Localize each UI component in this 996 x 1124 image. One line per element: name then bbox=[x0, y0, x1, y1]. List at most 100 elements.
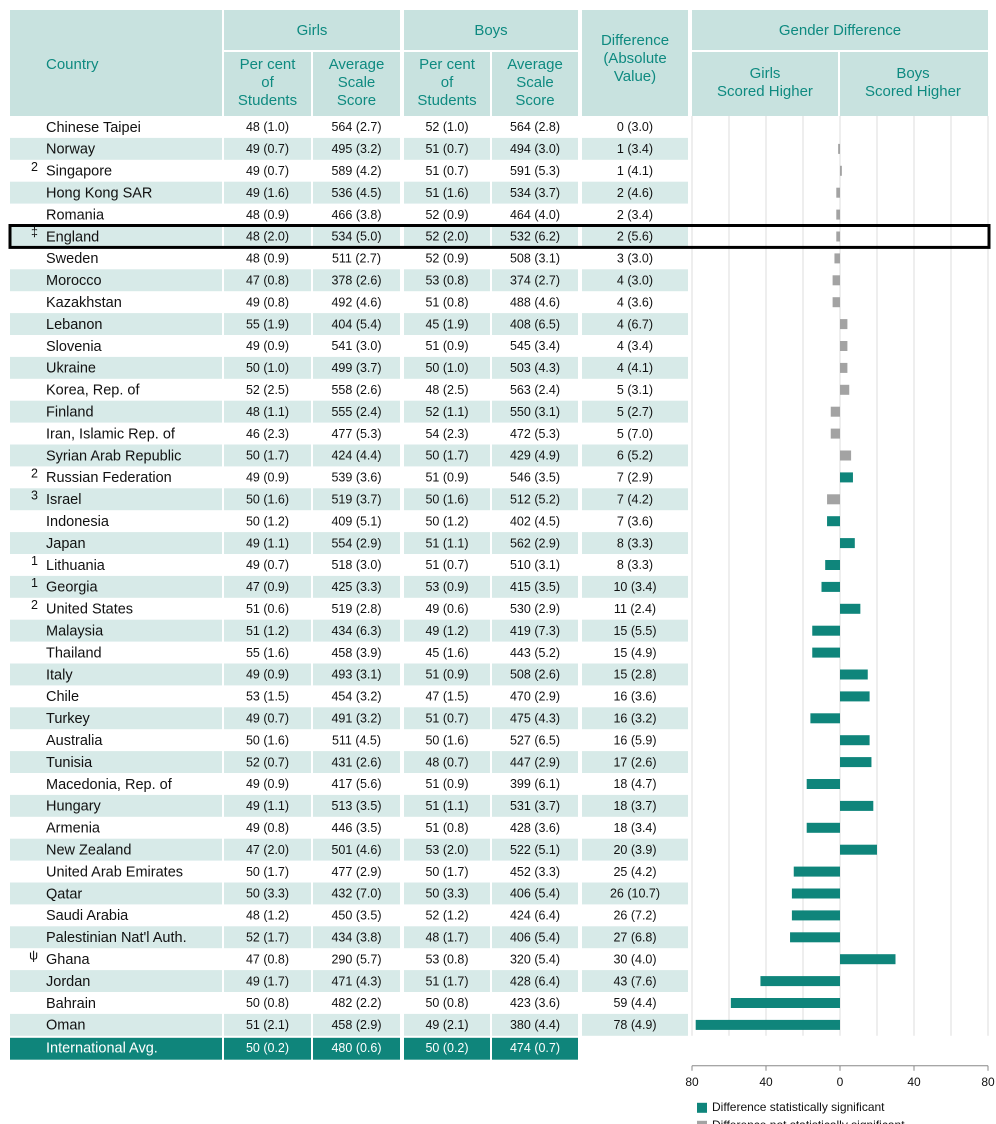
cell: 47 (2.0) bbox=[246, 843, 289, 857]
row-shade bbox=[582, 707, 688, 730]
row-shade bbox=[404, 400, 490, 423]
country: Japan bbox=[46, 536, 86, 552]
row-shade bbox=[582, 225, 688, 248]
cell: 26 (10.7) bbox=[610, 887, 660, 901]
chart-title: Gender Difference bbox=[779, 22, 901, 39]
footnote-mark: 2 bbox=[31, 598, 38, 612]
cell: 48 (2.0) bbox=[246, 230, 289, 244]
cell: 4 (3.4) bbox=[617, 339, 653, 353]
cell: 402 (4.5) bbox=[510, 514, 560, 528]
cell: 49 (0.7) bbox=[246, 164, 289, 178]
bar bbox=[840, 538, 855, 549]
cell: 17 (2.6) bbox=[613, 755, 656, 769]
header-cell bbox=[404, 52, 490, 116]
cell: 48 (0.9) bbox=[246, 208, 289, 222]
cell: 591 (5.3) bbox=[510, 164, 560, 178]
row-shade bbox=[224, 926, 311, 949]
country: Australia bbox=[46, 733, 103, 749]
cell: 78 (4.9) bbox=[613, 1018, 656, 1032]
country: Singapore bbox=[46, 164, 112, 180]
cell: 424 (4.4) bbox=[331, 449, 381, 463]
header-text: Scale bbox=[338, 74, 376, 91]
bar bbox=[832, 275, 840, 286]
country: Tunisia bbox=[46, 755, 93, 771]
header-text: Average bbox=[507, 56, 563, 73]
row-shade bbox=[492, 181, 578, 204]
cell: 2 (4.6) bbox=[617, 186, 653, 200]
cell: 50 (1.7) bbox=[246, 865, 289, 879]
country: Hong Kong SAR bbox=[46, 185, 152, 201]
cell: 53 (0.8) bbox=[425, 274, 468, 288]
country: Lithuania bbox=[46, 558, 106, 574]
cell: 49 (0.8) bbox=[246, 821, 289, 835]
header-text: Scored Higher bbox=[717, 83, 813, 100]
row-shade bbox=[10, 444, 222, 467]
cell: 472 (5.3) bbox=[510, 427, 560, 441]
country: United Arab Emirates bbox=[46, 864, 183, 880]
cell: 53 (2.0) bbox=[425, 843, 468, 857]
bar bbox=[812, 647, 840, 658]
cell: 7 (2.9) bbox=[617, 471, 653, 485]
cell: 16 (3.2) bbox=[613, 712, 656, 726]
bar bbox=[832, 297, 840, 308]
cell: 425 (3.3) bbox=[331, 580, 381, 594]
cell: 511 (4.5) bbox=[332, 733, 381, 747]
x-tick-label: 40 bbox=[907, 1075, 921, 1089]
row-shade bbox=[492, 751, 578, 773]
row-shade bbox=[224, 794, 311, 817]
cell: 49 (1.1) bbox=[246, 799, 289, 813]
cell: 450 (3.5) bbox=[331, 909, 381, 923]
country: Kazakhstan bbox=[46, 295, 122, 311]
cell: 534 (3.7) bbox=[510, 186, 560, 200]
cell: 378 (2.6) bbox=[331, 274, 381, 288]
footnote-mark: ψ bbox=[29, 948, 38, 962]
bar bbox=[840, 735, 870, 746]
cell: 49 (1.1) bbox=[246, 536, 289, 550]
cell: 5 (2.7) bbox=[617, 405, 653, 419]
country: Chile bbox=[46, 689, 79, 705]
bar bbox=[840, 669, 868, 680]
country: Romania bbox=[46, 207, 105, 223]
row-shade bbox=[224, 751, 311, 773]
bar bbox=[840, 691, 870, 702]
row-shade bbox=[404, 619, 490, 642]
cell: 5 (3.1) bbox=[617, 383, 653, 397]
country: Oman bbox=[46, 1018, 86, 1034]
row-shade bbox=[224, 444, 311, 467]
row-shade bbox=[313, 751, 400, 773]
row-shade bbox=[492, 313, 578, 335]
row-shade bbox=[582, 663, 688, 686]
cell: 51 (1.7) bbox=[425, 974, 468, 988]
cell: 408 (6.5) bbox=[510, 317, 560, 331]
cell: 458 (3.9) bbox=[331, 646, 381, 660]
bar bbox=[830, 428, 840, 439]
row-shade bbox=[313, 313, 400, 335]
country: Israel bbox=[46, 492, 81, 508]
cell: 434 (6.3) bbox=[331, 624, 381, 638]
cell: 50 (0.8) bbox=[246, 996, 289, 1010]
country: Slovenia bbox=[46, 339, 103, 355]
cell: 431 (2.6) bbox=[331, 755, 381, 769]
row-shade bbox=[10, 882, 222, 905]
row-shade bbox=[404, 356, 490, 379]
row-shade bbox=[582, 356, 688, 379]
cell: 512 (5.2) bbox=[510, 493, 560, 507]
row-shade bbox=[10, 707, 222, 730]
legend-swatch bbox=[697, 1102, 707, 1113]
cell: 18 (3.7) bbox=[613, 799, 656, 813]
cell: 0 (3.0) bbox=[617, 120, 653, 134]
cell: 530 (2.9) bbox=[510, 602, 560, 616]
cell: 510 (3.1) bbox=[510, 558, 560, 572]
cell: 45 (1.6) bbox=[425, 646, 468, 660]
header-text: (Absolute bbox=[603, 50, 666, 67]
bar bbox=[760, 976, 840, 987]
cell: 50 (1.7) bbox=[425, 865, 468, 879]
row-shade bbox=[313, 794, 400, 817]
header-text: Students bbox=[238, 92, 297, 109]
header-text: Country bbox=[46, 56, 99, 73]
header-cell bbox=[404, 10, 578, 50]
footnote-mark: 2 bbox=[31, 160, 38, 174]
cell: 47 (0.8) bbox=[246, 952, 289, 966]
country: International Avg. bbox=[46, 1041, 158, 1057]
row-shade bbox=[404, 225, 490, 248]
